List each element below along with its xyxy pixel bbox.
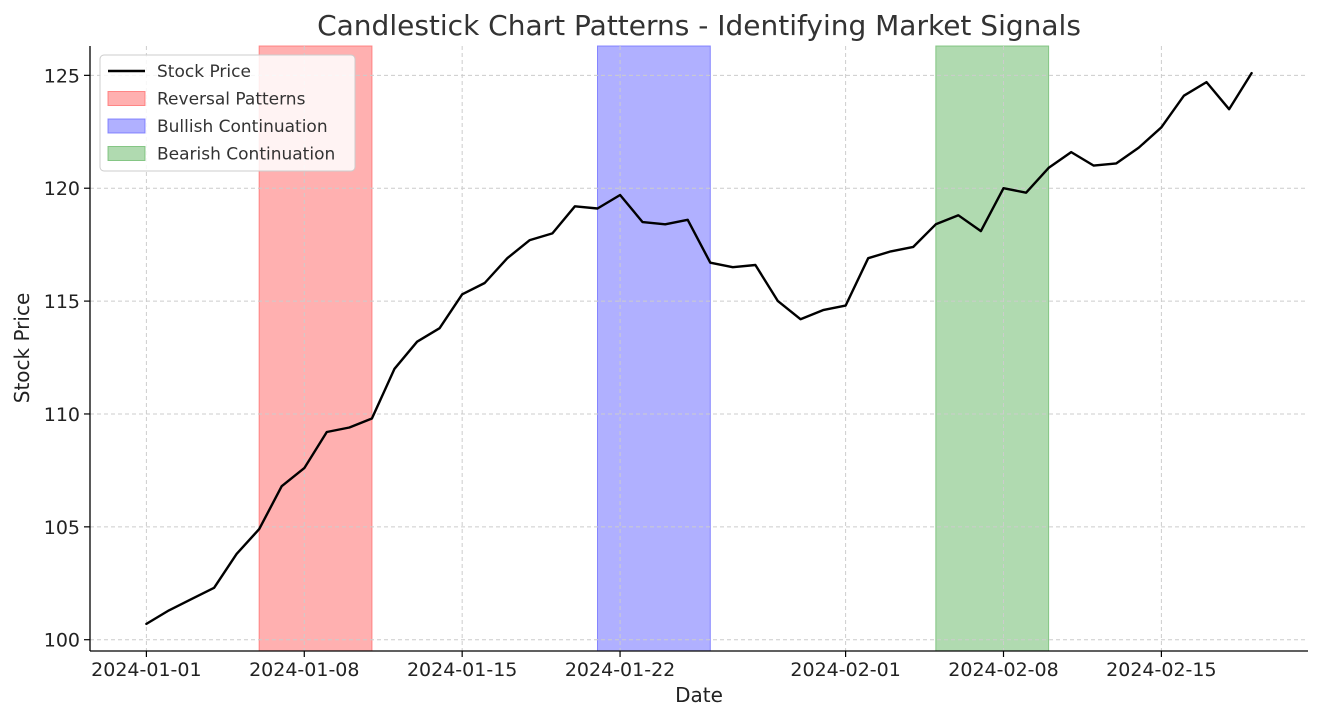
data-point bbox=[912, 246, 915, 248]
x-tick-label: 2024-01-22 bbox=[565, 659, 675, 681]
legend-swatch-patch bbox=[107, 91, 146, 106]
data-point bbox=[1092, 164, 1095, 167]
data-point bbox=[1115, 162, 1118, 165]
data-point bbox=[1250, 72, 1253, 74]
data-point bbox=[258, 528, 260, 530]
data-point bbox=[709, 261, 712, 264]
data-point bbox=[1205, 81, 1208, 83]
legend-swatch-patch bbox=[107, 146, 146, 161]
chart-title: Candlestick Chart Patterns - Identifying… bbox=[317, 9, 1081, 42]
data-point bbox=[574, 205, 576, 208]
data-point bbox=[686, 219, 689, 221]
data-point bbox=[1138, 146, 1140, 149]
x-tick-label: 2024-02-08 bbox=[948, 659, 1058, 681]
data-point bbox=[641, 221, 644, 223]
highlight-region-2 bbox=[597, 45, 711, 652]
x-tick-label: 2024-01-08 bbox=[249, 659, 359, 681]
data-point bbox=[1183, 94, 1185, 97]
data-point bbox=[799, 318, 802, 320]
data-point bbox=[664, 223, 666, 226]
data-point bbox=[348, 426, 351, 429]
data-point bbox=[754, 264, 757, 266]
y-tick-label: 110 bbox=[44, 404, 80, 426]
y-tick-label: 125 bbox=[44, 65, 80, 87]
data-point bbox=[957, 214, 960, 217]
legend-label: Bearish Continuation bbox=[157, 145, 335, 165]
y-tick-label: 115 bbox=[44, 291, 80, 313]
data-point bbox=[596, 207, 599, 210]
data-point bbox=[822, 309, 824, 311]
axes bbox=[89, 46, 1308, 652]
data-point bbox=[1002, 187, 1005, 190]
data-point bbox=[190, 598, 193, 600]
data-point bbox=[1070, 151, 1072, 153]
data-point bbox=[551, 232, 554, 235]
x-axis-label: Date bbox=[675, 683, 723, 707]
data-point bbox=[145, 623, 148, 625]
data-point bbox=[326, 431, 328, 433]
y-tick-label: 120 bbox=[44, 178, 80, 200]
x-tick-label: 2024-02-01 bbox=[790, 659, 900, 681]
highlight-region-3 bbox=[935, 45, 1050, 652]
data-point bbox=[213, 586, 215, 589]
data-point bbox=[506, 257, 509, 260]
data-point bbox=[889, 250, 892, 253]
y-tick-label: 105 bbox=[44, 517, 80, 539]
data-point bbox=[303, 467, 306, 469]
data-point bbox=[867, 257, 869, 260]
data-point bbox=[416, 340, 418, 343]
data-point bbox=[732, 266, 734, 269]
data-point bbox=[280, 485, 283, 488]
data-point bbox=[980, 230, 982, 232]
legend-label: Bullish Continuation bbox=[157, 117, 328, 137]
data-point bbox=[844, 304, 847, 307]
x-tick-label: 2024-02-15 bbox=[1106, 659, 1216, 681]
data-point bbox=[1228, 108, 1230, 111]
y-axis-label: Stock Price bbox=[10, 293, 34, 404]
legend-box bbox=[99, 54, 356, 172]
data-point bbox=[1025, 191, 1027, 194]
series-line-1 bbox=[145, 71, 1253, 626]
y-tick-label: 100 bbox=[44, 630, 80, 652]
data-point bbox=[1047, 167, 1050, 169]
data-point bbox=[438, 327, 441, 329]
data-point bbox=[619, 194, 621, 196]
legend: Stock Price Reversal Patterns Bullish Cont… bbox=[99, 54, 356, 172]
data-point bbox=[483, 282, 486, 284]
highlight-regions bbox=[258, 45, 1050, 652]
data-point bbox=[371, 417, 373, 420]
tick-labels: 2024-01-01 2024-01-08 2024-01-15 2024-01-22… bbox=[44, 65, 1217, 681]
data-point bbox=[393, 368, 396, 370]
series-lines bbox=[145, 71, 1253, 626]
x-tick-label: 2024-01-15 bbox=[407, 659, 517, 681]
data-point bbox=[461, 293, 463, 296]
legend-swatch-patch bbox=[107, 118, 146, 134]
legend-label: Reversal Patterns bbox=[157, 90, 306, 110]
data-point bbox=[777, 300, 779, 302]
data-point bbox=[235, 553, 238, 555]
data-point bbox=[168, 609, 170, 612]
data-point bbox=[1160, 126, 1163, 129]
x-tick-label: 2024-01-01 bbox=[91, 659, 201, 681]
data-point bbox=[935, 223, 937, 226]
data-point bbox=[529, 239, 531, 241]
legend-label: Stock Price bbox=[157, 62, 251, 82]
